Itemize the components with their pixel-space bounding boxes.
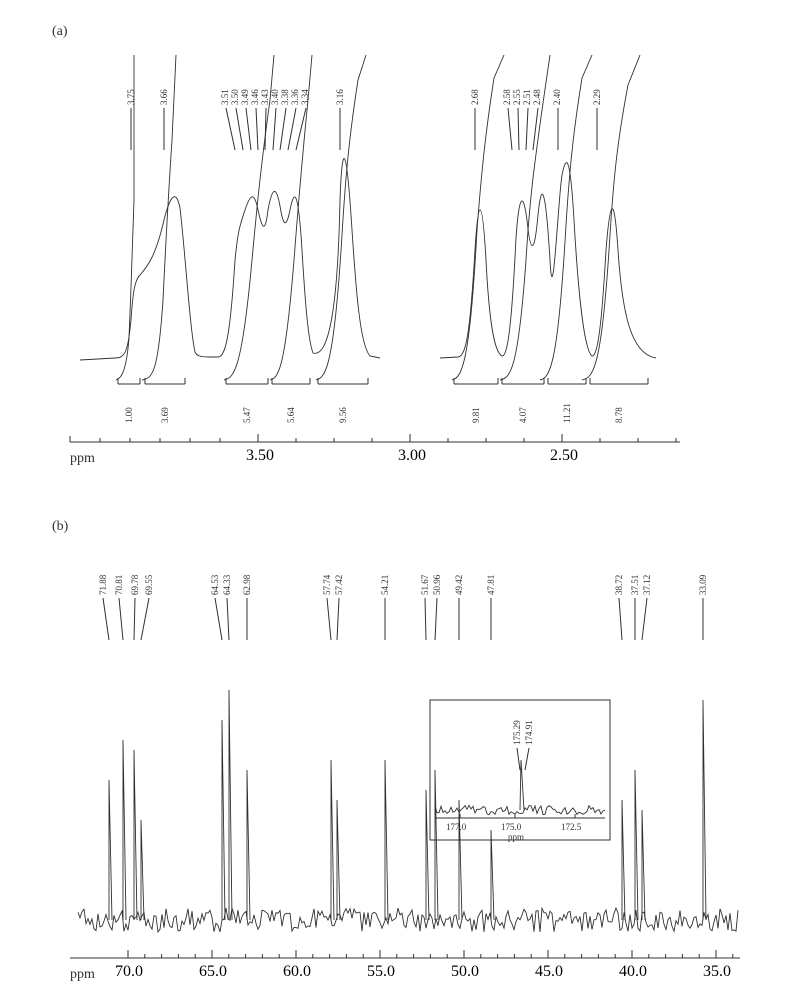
svg-text:70.0: 70.0 [115,963,143,980]
svg-text:ppm: ppm [508,832,524,842]
svg-text:64.53: 64.53 [210,574,220,595]
svg-text:2.68: 2.68 [470,89,480,105]
svg-text:2.50: 2.50 [550,447,578,464]
svg-text:9.56: 9.56 [338,407,348,423]
svg-text:2.58: 2.58 [502,89,512,105]
svg-text:ppm: ppm [70,967,95,982]
svg-text:62.98: 62.98 [242,574,252,595]
svg-text:9.81: 9.81 [471,407,481,423]
svg-text:3.38: 3.38 [280,89,290,105]
panel-a-tag: (a) [52,24,68,39]
svg-text:65.0: 65.0 [199,963,227,980]
svg-text:ppm: ppm [70,451,95,466]
svg-text:71.88: 71.88 [98,574,108,595]
panel-a-top-labels: 3.75 3.66 3.51 3.50 3.49 3.46 3.43 3.40 … [126,89,602,150]
panel-b-spectrum [78,690,738,932]
svg-text:69.78: 69.78 [130,574,140,595]
svg-text:3.69: 3.69 [160,407,170,423]
svg-text:33.09: 33.09 [698,574,708,595]
svg-text:69.55: 69.55 [144,574,154,595]
panel-b-axis: 70.0 65.0 60.0 55.0 50.0 45.0 40.0 35.0 … [70,950,740,982]
svg-text:49.42: 49.42 [454,575,464,595]
svg-text:60.0: 60.0 [283,963,311,980]
svg-text:174.91: 174.91 [524,720,534,745]
svg-text:5.64: 5.64 [286,407,296,423]
svg-text:3.43: 3.43 [260,89,270,105]
svg-text:3.50: 3.50 [230,89,240,105]
svg-text:3.51: 3.51 [220,89,230,105]
svg-text:175.0: 175.0 [501,822,522,832]
svg-text:5.47: 5.47 [242,407,252,423]
svg-text:51.67: 51.67 [420,574,430,595]
svg-text:50.96: 50.96 [432,574,442,595]
svg-text:3.00: 3.00 [398,447,426,464]
svg-text:8.78: 8.78 [614,407,624,423]
svg-text:3.16: 3.16 [335,89,345,105]
svg-text:47.81: 47.81 [486,575,496,595]
svg-text:2.55: 2.55 [512,89,522,105]
svg-text:172.5: 172.5 [561,822,582,832]
svg-text:70.81: 70.81 [114,575,124,595]
svg-text:3.40: 3.40 [270,89,280,105]
svg-text:3.50: 3.50 [246,447,274,464]
svg-text:4.07: 4.07 [518,407,528,423]
svg-text:3.46: 3.46 [250,89,260,105]
svg-text:54.21: 54.21 [380,575,390,595]
svg-text:40.0: 40.0 [619,963,647,980]
svg-text:64.33: 64.33 [222,574,232,595]
panel-b-top-labels: 71.88 70.81 69.78 69.55 64.53 64.33 62.9… [98,574,708,640]
panel-b-inset: 175.29 174.91 177.0 175.0 172.5 ppm [430,700,610,842]
svg-text:2.29: 2.29 [592,89,602,105]
svg-text:2.40: 2.40 [552,89,562,105]
nmr-figure: (a) 3.75 3.66 3.51 3.50 3.49 3.46 3.43 3… [0,0,800,1007]
panel-a-spectrum [80,158,380,360]
svg-text:3.75: 3.75 [126,89,136,105]
svg-text:35.0: 35.0 [703,963,731,980]
svg-text:3.66: 3.66 [159,89,169,105]
svg-text:57.74: 57.74 [322,574,332,595]
panel-a-axis: 3.50 3.00 2.50 ppm [70,434,680,466]
panel-a-integral-values: 1.00 3.69 5.47 5.64 9.56 9.81 4.07 11.21… [124,403,624,423]
svg-text:57.42: 57.42 [334,575,344,595]
svg-text:11.21: 11.21 [562,403,572,423]
svg-text:37.12: 37.12 [642,575,652,595]
svg-text:37.51: 37.51 [630,575,640,595]
svg-text:38.72: 38.72 [614,575,624,595]
svg-text:3.36: 3.36 [290,89,300,105]
svg-text:55.0: 55.0 [367,963,395,980]
svg-text:2.51: 2.51 [522,89,532,105]
svg-text:1.00: 1.00 [124,407,134,423]
svg-text:177.0: 177.0 [446,822,467,832]
svg-text:2.48: 2.48 [532,89,542,105]
svg-text:45.0: 45.0 [535,963,563,980]
svg-text:175.29: 175.29 [512,720,522,745]
panel-a-integral-bars [118,378,648,384]
svg-text:3.49: 3.49 [240,89,250,105]
svg-text:50.0: 50.0 [451,963,479,980]
panel-b-tag: (b) [52,519,69,534]
